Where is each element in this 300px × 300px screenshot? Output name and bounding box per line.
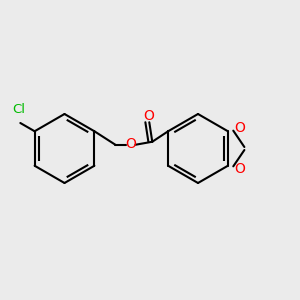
Text: O: O [235, 162, 245, 176]
Text: O: O [125, 137, 136, 151]
Text: O: O [143, 109, 154, 123]
Text: Cl: Cl [12, 103, 25, 116]
Text: O: O [235, 121, 245, 135]
